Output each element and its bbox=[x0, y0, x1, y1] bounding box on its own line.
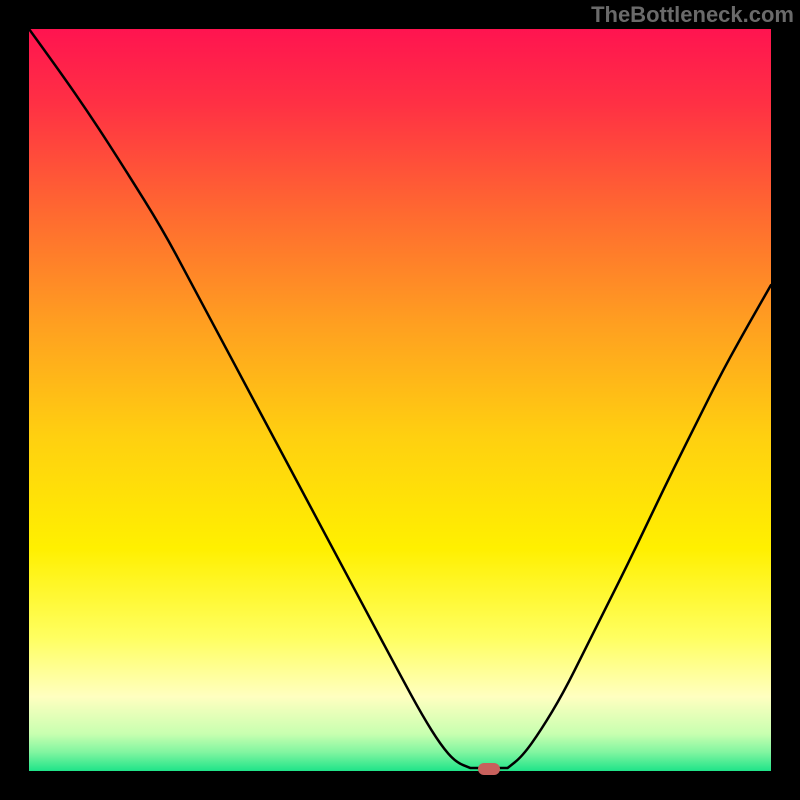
watermark-text: TheBottleneck.com bbox=[591, 2, 794, 28]
min-marker bbox=[478, 762, 500, 774]
curve-line bbox=[29, 29, 771, 771]
plot-area bbox=[29, 29, 771, 771]
chart-container: TheBottleneck.com bbox=[0, 0, 800, 800]
